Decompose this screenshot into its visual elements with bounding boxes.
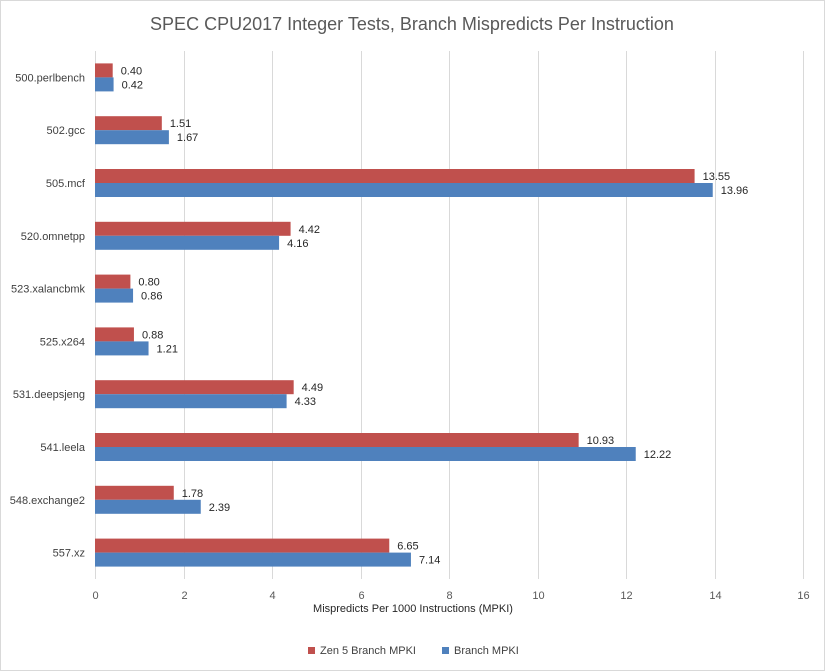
x-tick-label: 16 (797, 590, 809, 602)
category-label: 523.xalancbmk (11, 284, 85, 296)
bar-zen5-525.x264 (95, 327, 134, 342)
bar-branch-520.omnetpp (95, 235, 280, 250)
bar-branch-502.gcc (95, 130, 169, 145)
x-tick-label: 14 (709, 590, 721, 602)
data-label: 7.14 (419, 555, 440, 567)
bar-branch-500.perlbench (95, 77, 114, 92)
bars (95, 63, 713, 567)
x-tick-label: 6 (358, 590, 364, 602)
data-label: 4.16 (287, 238, 308, 250)
bar-zen5-520.omnetpp (95, 221, 291, 236)
bar-zen5-523.xalancbmk (95, 274, 131, 289)
data-label: 10.93 (587, 435, 615, 447)
legend-label: Branch MPKI (454, 645, 519, 657)
x-tick-label: 8 (446, 590, 452, 602)
bar-zen5-502.gcc (95, 116, 162, 131)
category-label: 557.xz (53, 548, 85, 560)
bar-zen5-548.exchange2 (95, 485, 174, 500)
bar-branch-557.xz (95, 552, 411, 567)
data-label: 4.49 (302, 382, 323, 394)
category-label: 505.mcf (46, 178, 86, 190)
category-label: 531.deepsjeng (13, 389, 85, 401)
category-labels: 500.perlbench 502.gcc 505.mcf 520.omnetpp 52… (10, 72, 86, 559)
data-label: 0.88 (142, 329, 163, 341)
category-label: 541.leela (40, 442, 86, 454)
data-label: 2.39 (209, 502, 230, 514)
bar-branch-548.exchange2 (95, 499, 201, 514)
bar-branch-505.mcf (95, 183, 713, 197)
chart-title: SPEC CPU2017 Integer Tests, Branch Mispr… (150, 14, 674, 34)
legend: Zen 5 Branch MPKI Branch MPKI (308, 645, 519, 657)
data-label: 13.96 (721, 185, 749, 197)
data-label: 1.21 (157, 343, 178, 355)
x-tick-label: 2 (181, 590, 187, 602)
gridlines (95, 51, 804, 579)
x-tick-label: 0 (92, 590, 98, 602)
legend-label: Zen 5 Branch MPKI (320, 645, 416, 657)
category-label: 500.perlbench (15, 72, 85, 84)
legend-swatch (308, 647, 315, 654)
data-label: 13.55 (703, 171, 731, 183)
data-label: 4.33 (295, 396, 316, 408)
data-label: 1.51 (170, 118, 191, 130)
legend-swatch (442, 647, 449, 654)
bar-branch-541.leela (95, 447, 636, 461)
data-label: 1.78 (182, 488, 203, 500)
data-label: 12.22 (644, 449, 672, 461)
bar-branch-525.x264 (95, 341, 149, 356)
data-label: 1.67 (177, 132, 198, 144)
category-label: 548.exchange2 (10, 495, 85, 507)
bar-zen5-505.mcf (95, 169, 695, 183)
bar-zen5-541.leela (95, 433, 579, 447)
bar-zen5-557.xz (95, 538, 390, 553)
data-label: 6.65 (397, 541, 418, 553)
data-label: 4.42 (299, 224, 320, 236)
x-tick-label: 12 (620, 590, 632, 602)
category-label: 525.x264 (40, 336, 85, 348)
bar-branch-531.deepsjeng (95, 394, 287, 409)
data-label: 0.86 (141, 291, 162, 303)
data-labels: 0.40 0.42 1.51 1.67 13.55 13.96 4.42 4.16 0.80 0.… (121, 65, 749, 566)
data-label: 0.80 (138, 277, 159, 289)
x-axis-ticks: 0 2 4 6 8 10 12 14 16 (92, 590, 809, 602)
data-label: 0.42 (122, 79, 143, 91)
x-axis-title: Mispredicts Per 1000 Instructions (MPKI) (313, 603, 513, 615)
category-label: 502.gcc (46, 125, 85, 137)
bar-branch-523.xalancbmk (95, 288, 134, 303)
x-tick-label: 10 (532, 590, 544, 602)
bar-zen5-531.deepsjeng (95, 380, 294, 395)
bar-zen5-500.perlbench (95, 63, 113, 78)
data-label: 0.40 (121, 65, 142, 77)
category-label: 520.omnetpp (21, 231, 85, 243)
x-tick-label: 4 (269, 590, 275, 602)
